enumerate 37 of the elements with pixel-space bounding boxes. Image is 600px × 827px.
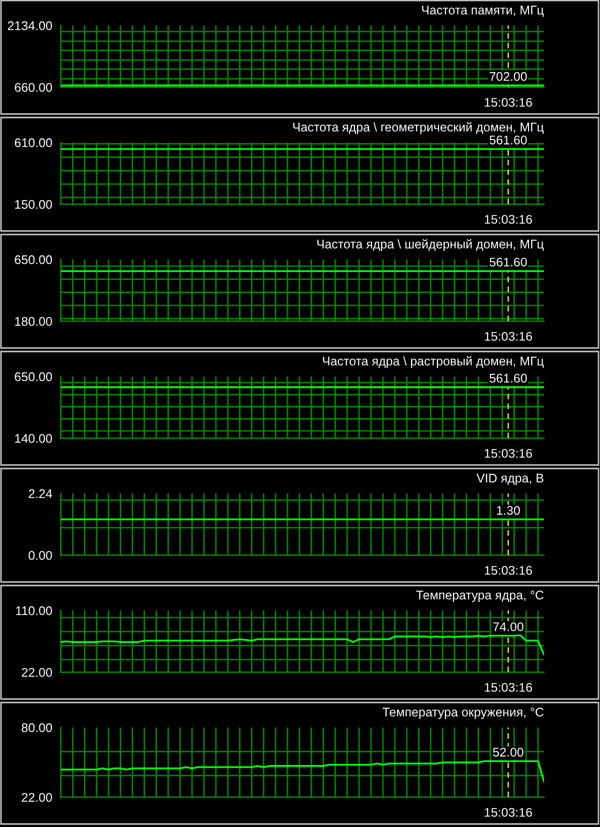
y-tick-label: 0.00 [28,551,52,560]
x-tick-label: 15:03:16 [484,808,532,817]
y-tick-label: 22.00 [22,668,52,677]
y-tick-label: 22.00 [22,793,52,802]
y-tick-label: 180.00 [15,317,52,326]
chart-title: Температура окружения, °C [382,708,544,719]
data-label: 561.60 [490,258,527,267]
chart-title: Частота ядра \ геометрический домен, МГц [293,122,544,134]
y-tick-label: 610.00 [14,138,52,148]
chart-title: Температура ядра, °C [416,590,544,602]
y-tick-label: 80.00 [22,723,52,732]
x-tick-label: 15:03:16 [484,566,532,575]
chart-title: Частота ядра \ растровый домен, МГц [322,356,544,368]
x-tick-label: 15:03:16 [484,214,532,224]
data-label: 561.60 [490,374,527,383]
chart-title: Частота памяти, МГц [422,6,544,17]
data-label: 1.30 [496,506,520,515]
line-series [60,634,544,656]
x-tick-label: 15:03:16 [484,98,532,107]
data-label: 561.60 [490,136,527,144]
y-tick-label: 650.00 [14,372,52,382]
y-tick-label: 2.24 [28,489,52,498]
y-tick-label: 650.00 [14,255,52,264]
y-tick-label: 2134.00 [8,21,52,30]
x-tick-label: 15:03:16 [484,682,532,692]
data-label: 74.00 [493,622,524,632]
chart-title: Частота ядра \ шейдерный домен, МГц [317,239,544,251]
data-label: 52.00 [493,748,524,757]
y-tick-label: 140.00 [15,434,52,443]
y-tick-label: 110.00 [16,606,52,616]
data-label: 702.00 [490,72,527,81]
x-tick-label: 15:03:16 [484,448,532,458]
chart-title: VID ядра, В [476,474,544,485]
x-tick-label: 15:03:16 [484,332,532,341]
line-series [60,760,544,782]
y-tick-label: 660.00 [14,83,52,92]
y-tick-label: 150.00 [15,200,52,209]
